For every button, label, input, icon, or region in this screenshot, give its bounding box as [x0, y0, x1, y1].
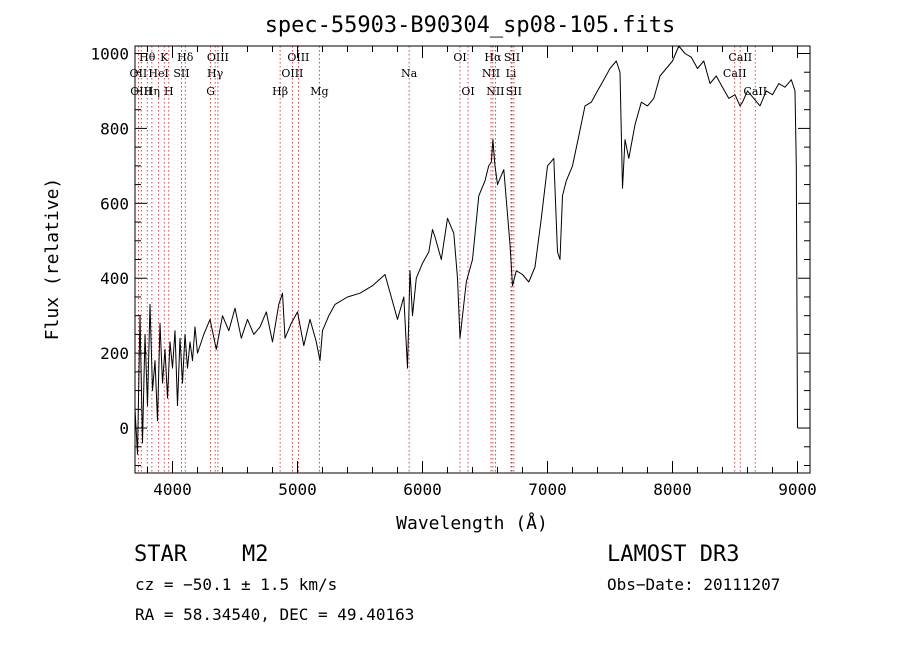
- x-tick-label: 7000: [528, 480, 567, 499]
- y-tick-label: 800: [100, 119, 129, 138]
- x-tick-label: 6000: [403, 480, 442, 499]
- x-axis-label: Wavelength (Å): [396, 512, 548, 534]
- line-label: SII: [504, 51, 520, 64]
- line-label: OII: [130, 67, 148, 80]
- x-tick-label: 8000: [653, 480, 692, 499]
- line-label: NII: [486, 85, 504, 98]
- spectrum-series: [134, 45, 798, 455]
- line-label: OI: [453, 51, 466, 64]
- line-label: OIII: [207, 51, 229, 64]
- line-label: Na: [401, 67, 418, 80]
- line-label: Hβ: [272, 85, 288, 98]
- line-label: Mg: [310, 85, 328, 98]
- y-tick-label: 0: [119, 419, 129, 438]
- line-label: OIII: [287, 51, 309, 64]
- redshift-value: cz = −50.1 ± 1.5 km/s: [135, 575, 337, 594]
- line-label: Hδ: [177, 51, 194, 64]
- observation-date: Obs−Date: 20111207: [607, 575, 780, 594]
- survey-name: LAMOST DR3: [607, 542, 739, 567]
- y-tick-label: 600: [100, 194, 129, 213]
- line-label: Hθ: [139, 51, 156, 64]
- line-label: SII: [506, 85, 522, 98]
- y-axis: 0 200 400 600 800 1000: [90, 44, 810, 467]
- y-axis-label: Flux (relative): [42, 178, 63, 341]
- line-label: Li: [506, 67, 517, 80]
- line-label: OIII: [281, 67, 303, 80]
- line-label: OI: [461, 85, 474, 98]
- y-tick-label: 400: [100, 269, 129, 288]
- line-label: CaII: [743, 85, 767, 98]
- line-label: SII: [173, 67, 189, 80]
- line-label: Hα: [484, 51, 502, 64]
- line-label: HeI: [148, 67, 168, 80]
- spectrum-line: [134, 45, 798, 455]
- x-tick-label: 9000: [778, 480, 817, 499]
- x-tick-label: 4000: [153, 480, 192, 499]
- emission-line-markers: [137, 46, 756, 473]
- line-label: Hγ: [207, 67, 224, 80]
- y-tick-label: 200: [100, 344, 129, 363]
- object-class: STAR: [134, 542, 188, 567]
- line-label: G: [206, 85, 215, 98]
- line-label: NII: [482, 67, 500, 80]
- line-label: K: [160, 51, 169, 64]
- line-label: OIII: [130, 85, 152, 98]
- y-tick-label: 1000: [90, 44, 129, 63]
- x-axis: 4000 5000 6000 7000 8000 9000: [147, 46, 817, 499]
- x-tick-label: 5000: [278, 480, 317, 499]
- emission-line-labels: Hθ OII OIII K HeI Hη Hδ SII H OIII Hγ G OIII OIII Hβ Mg…: [130, 51, 768, 98]
- line-label: H: [164, 85, 174, 98]
- line-label: Hη: [144, 85, 160, 98]
- line-label: CaII: [723, 67, 747, 80]
- coordinates: RA = 58.34540, DEC = 49.40163: [135, 605, 414, 624]
- object-subclass: M2: [242, 542, 269, 567]
- line-label: CaII: [728, 51, 752, 64]
- chart-title: spec-55903-B90304_sp08-105.fits: [265, 13, 676, 38]
